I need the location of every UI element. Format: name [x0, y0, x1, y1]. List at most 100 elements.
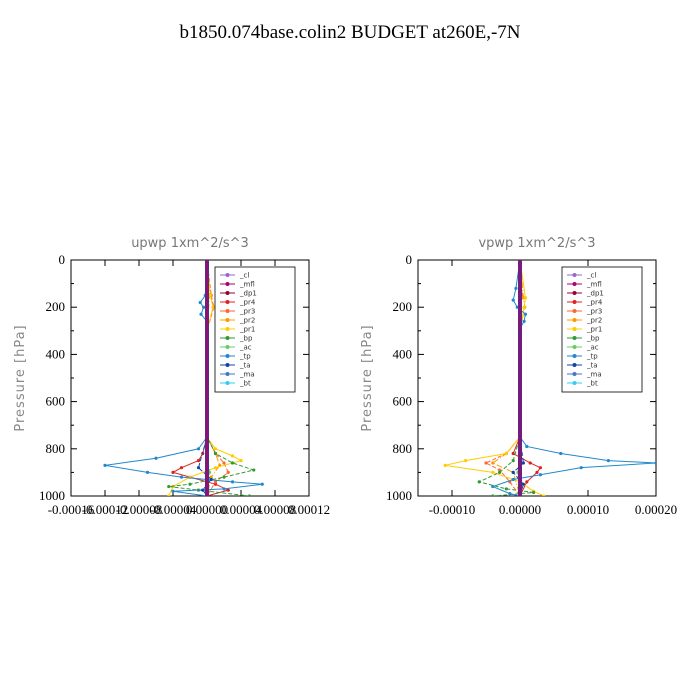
series-point: [179, 466, 184, 470]
series-point: [199, 312, 203, 316]
chart-panel-1: upwp 1xm^2/s^3 Pressure [hPa] 0 200 400 600 80…: [13, 236, 330, 517]
series-point: [222, 487, 226, 491]
x-tick-label: 0.00004: [220, 502, 263, 517]
series-point: [213, 451, 218, 456]
series-point: [252, 468, 256, 472]
legend-swatch-marker: [572, 363, 577, 367]
legend-label: _pr3: [586, 308, 602, 316]
legend-swatch-marker: [225, 345, 230, 349]
series-point: [498, 470, 502, 474]
legend-swatch-marker: [225, 327, 230, 331]
series-point: [511, 451, 515, 456]
x-tick-label: -0.00016: [48, 502, 95, 517]
legend-label: _ac: [239, 344, 252, 352]
series-point: [196, 459, 201, 463]
series-point: [167, 494, 171, 496]
series-line-pr2: [206, 260, 221, 496]
y-tick-label: 800: [393, 441, 413, 456]
series-point: [522, 305, 526, 309]
y-tick-label: 200: [46, 299, 66, 314]
series-point: [171, 470, 175, 474]
series-point: [230, 480, 235, 484]
legend-swatch-marker: [572, 345, 577, 349]
series-point: [521, 461, 526, 465]
series-point: [491, 470, 495, 474]
series-point: [477, 480, 481, 484]
series-point: [542, 494, 546, 496]
legend-swatch-marker: [225, 273, 230, 277]
legend-swatch-marker: [572, 291, 577, 295]
series-point: [230, 454, 235, 458]
series-point: [484, 461, 488, 465]
legend-label: _dp1: [239, 290, 257, 298]
x-tick-label: -0.00012: [82, 502, 129, 517]
series-point: [464, 459, 468, 463]
series-point: [532, 490, 536, 495]
series-point: [213, 447, 218, 451]
series-point: [213, 466, 218, 470]
y-tick-label: 400: [46, 346, 66, 361]
legend-swatch-marker: [572, 273, 577, 277]
legend-label: _pr3: [239, 308, 255, 316]
series-point: [654, 461, 656, 465]
series-point: [504, 451, 508, 456]
series-point: [239, 459, 243, 463]
y-tick-label: 0: [406, 252, 413, 267]
legend-swatch-marker: [225, 372, 230, 376]
series-point: [222, 475, 226, 479]
legend-swatch-marker: [572, 300, 577, 304]
series-point: [491, 461, 495, 465]
series-point: [171, 489, 175, 493]
legend-label: _ac: [586, 344, 599, 352]
legend-label: _pr4: [239, 299, 256, 307]
series-point: [222, 461, 226, 465]
x-tick-label: -0.00004: [150, 502, 197, 517]
series-point: [511, 470, 515, 474]
legend-label: _pr1: [239, 326, 255, 334]
series-point: [538, 466, 543, 470]
x-tick-label: 0.00000: [499, 502, 541, 517]
series-point: [226, 488, 230, 492]
x-tick-label: 0.00020: [635, 502, 677, 517]
series-line-pr1: [445, 260, 545, 496]
legend-swatch-marker: [225, 291, 230, 295]
series-point: [179, 475, 184, 479]
legend-label: _ta: [586, 362, 598, 370]
legend-label: _pr4: [586, 299, 603, 307]
legend-swatch-marker: [572, 372, 577, 376]
series-point: [521, 482, 526, 486]
series-point: [188, 482, 192, 486]
legend-label: _ta: [239, 362, 251, 370]
x-tick-label: -0.00010: [429, 502, 476, 517]
series-point: [535, 470, 539, 474]
legend-swatch-marker: [572, 327, 577, 331]
series-point: [508, 492, 512, 496]
series-point: [514, 286, 518, 290]
series-group: [443, 260, 656, 496]
legend-swatch-marker: [225, 354, 230, 358]
series-point: [511, 477, 515, 482]
series-point: [230, 461, 235, 465]
series-point: [196, 466, 201, 470]
legend-swatch-marker: [225, 381, 230, 385]
series-point: [260, 482, 264, 486]
legend-label: _bt: [586, 380, 598, 388]
x-tick-label: 0.00008: [254, 502, 296, 517]
legend-swatch-marker: [572, 381, 577, 385]
legend-label: _pr2: [586, 317, 602, 325]
series-point: [528, 461, 532, 465]
x-tick-label: 0.00012: [288, 502, 330, 517]
y-tick-label: 600: [46, 394, 66, 409]
series-point: [209, 477, 213, 482]
legend-label: _mfl: [586, 281, 602, 289]
series-group: [103, 260, 264, 496]
series-point: [208, 293, 212, 297]
legend-label: _pr1: [586, 326, 602, 334]
series-point: [202, 305, 206, 309]
series-point: [491, 484, 495, 489]
legend-label: _bt: [239, 380, 251, 388]
series-point: [209, 475, 213, 479]
legend-label: _mfl: [239, 281, 255, 289]
legend-label: _ma: [239, 371, 255, 379]
series-point: [201, 488, 205, 492]
